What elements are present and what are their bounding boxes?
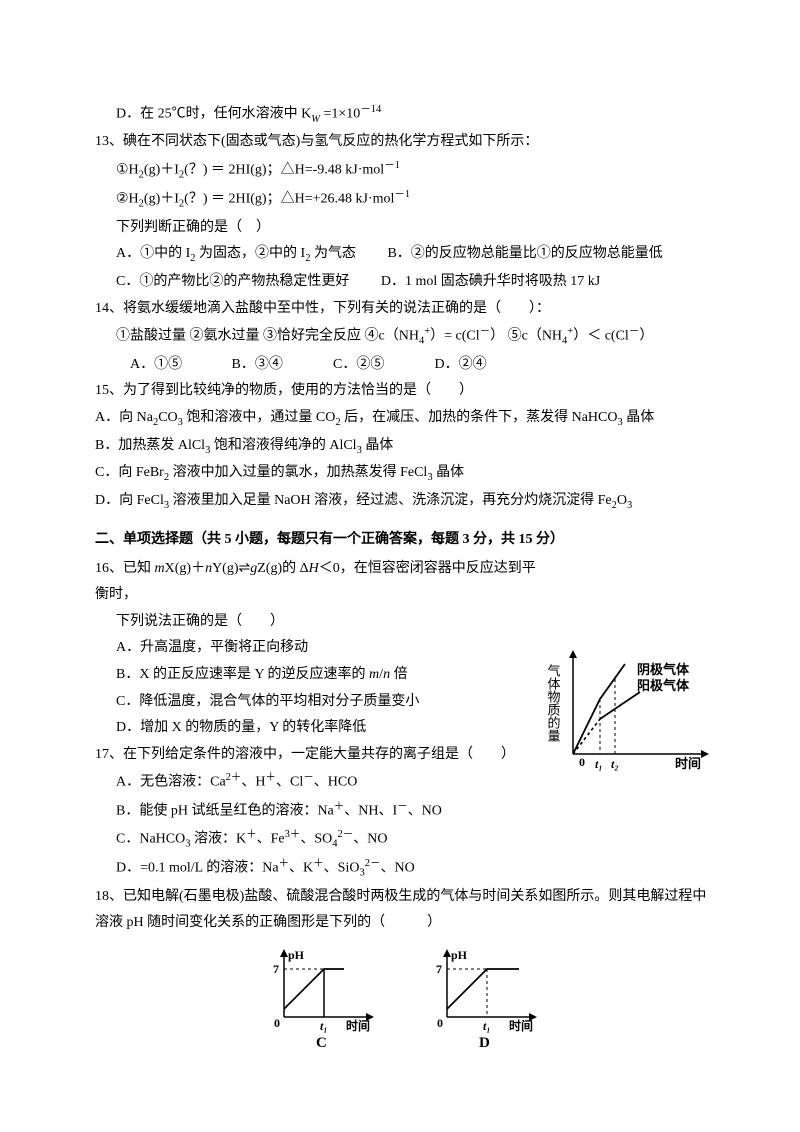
fig-origin: 0 bbox=[579, 755, 585, 769]
q17-option-b: B．能使 pH 试纸呈红色的溶液：Na＋、NH、I－、NO bbox=[95, 797, 720, 825]
svg-text:pH: pH bbox=[288, 948, 305, 962]
q16-stem2: 下列说法正确的是（ ） bbox=[95, 609, 720, 636]
svg-text:C: C bbox=[316, 1035, 327, 1051]
fig-ylabel: 气体物质的量 bbox=[546, 663, 561, 742]
q15-option-d: D．向 FeCl3 溶液里加入足量 NaOH 溶液，经过滤、洗涤沉淀，再充分灼烧… bbox=[95, 488, 720, 516]
q13-option-b: B．②的反应物总能量比①的反应物总能量低 bbox=[387, 246, 662, 261]
q13-option-c: C．①的产物比②的产物热稳定性更好 bbox=[116, 274, 349, 289]
q14-options: A．①⑤ B．③④ C．②⑤ D．②④ bbox=[95, 352, 720, 379]
q15-option-a: A．向 Na2CO3 饱和溶液中，通过量 CO2 后，在减压、加热的条件下，蒸发… bbox=[95, 405, 720, 433]
svg-text:pH: pH bbox=[451, 948, 468, 962]
fig-series1-label: 阴极气体 bbox=[637, 662, 690, 677]
svg-text:t₁: t₁ bbox=[320, 1019, 328, 1033]
q13-eq2: ②H2(g)＋I2(？) ＝ 2HI(g)；△H=+26.48 kJ·mol－1 bbox=[95, 185, 720, 214]
svg-text:0: 0 bbox=[274, 1016, 280, 1030]
q12-option-d: D．在 25℃时，任何水溶液中 KW =1×10－14 bbox=[95, 100, 720, 129]
svg-text:D: D bbox=[479, 1035, 490, 1051]
q14-option-d: D．②④ bbox=[435, 352, 533, 379]
svg-text:时间: 时间 bbox=[346, 1018, 370, 1033]
q13-stem: 13、碘在不同状态下(固态或气态)与氢气反应的热化学方程式如下所示： bbox=[95, 129, 720, 156]
svg-text:7: 7 bbox=[436, 962, 442, 976]
svg-text:t₁: t₁ bbox=[483, 1019, 491, 1033]
q13-row2: C．①的产物比②的产物热稳定性更好 D．1 mol 固态碘升华时将吸热 17 k… bbox=[95, 269, 720, 296]
section2-heading: 二、单项选择题（共 5 小题，每题只有一个正确答案，每题 3 分，共 15 分） bbox=[95, 527, 720, 554]
q15-option-b: B．加热蒸发 AlCl3 饱和溶液得纯净的 AlCl3 晶体 bbox=[95, 433, 720, 461]
svg-text:时间: 时间 bbox=[509, 1018, 533, 1033]
chart-d: pH 7 0 t₁ 时间 D bbox=[429, 947, 549, 1057]
q13-ask: 下列判断正确的是（ ） bbox=[95, 215, 720, 242]
q14-option-a: A．①⑤ bbox=[130, 352, 228, 379]
fig-series2-label: 阳极气体 bbox=[637, 678, 690, 693]
q16-stem1: 16、已知 mX(g)＋nY(g)⇌gZ(g)的 ΔH＜0，在恒容密闭容器中反应… bbox=[95, 554, 720, 609]
q13-option-d: D．1 mol 固态碘升华时将吸热 17 kJ bbox=[381, 274, 600, 289]
q13-option-a: A．①中的 I2 为固态，②中的 I2 为气态 bbox=[116, 246, 356, 261]
q14-stem: 14、将氨水缓缓地滴入盐酸中至中性，下列有关的说法正确的是（ ）： bbox=[95, 296, 720, 323]
q17-option-d: D．=0.1 mol/L 的溶液：Na＋、K＋、SiO32－、NO bbox=[95, 854, 720, 883]
fig-t1: t₁ bbox=[595, 757, 603, 771]
svg-text:7: 7 bbox=[273, 962, 279, 976]
q18-charts: pH 7 0 t₁ 时间 C pH 7 0 t₁ 时间 D bbox=[95, 947, 720, 1068]
q13-row1: A．①中的 I2 为固态，②中的 I2 为气态 B．②的反应物总能量比①的反应物… bbox=[95, 241, 720, 269]
q17-option-c: C．NaHCO3 溶液：K＋、Fe3＋、SO42－、NO bbox=[95, 825, 720, 854]
q14-option-c: C．②⑤ bbox=[333, 352, 431, 379]
q18-stem: 18、已知电解(石墨电极)盐酸、硫酸混合酸时两极生成的气体与时间关系如图所示。则… bbox=[95, 884, 720, 937]
q14-cond: ①盐酸过量 ②氨水过量 ③恰好完全反应 ④c（NH4+）= c(Cl－） ⑤c（… bbox=[95, 322, 720, 351]
fig-xlabel: 时间 bbox=[675, 756, 701, 771]
q14-option-b: B．③④ bbox=[232, 352, 330, 379]
fig-t2: t₂ bbox=[611, 757, 619, 771]
q15-stem: 15、为了得到比较纯净的物质，使用的方法恰当的是（ ） bbox=[95, 378, 720, 405]
q15-option-c: C．向 FeBr2 溶液中加入过量的氯水，加热蒸发得 FeCl3 晶体 bbox=[95, 460, 720, 488]
svg-text:0: 0 bbox=[437, 1016, 443, 1030]
chart-c: pH 7 0 t₁ 时间 C bbox=[266, 947, 386, 1057]
q13-eq1: ①H2(g)＋I2(？) ＝ 2HI(g)；△H=-9.48 kJ·mol－1 bbox=[95, 156, 720, 185]
gas-time-figure: 气体物质的量 阴极气体 阳极气体 0 t₁ t₂ 时间 bbox=[545, 644, 720, 795]
